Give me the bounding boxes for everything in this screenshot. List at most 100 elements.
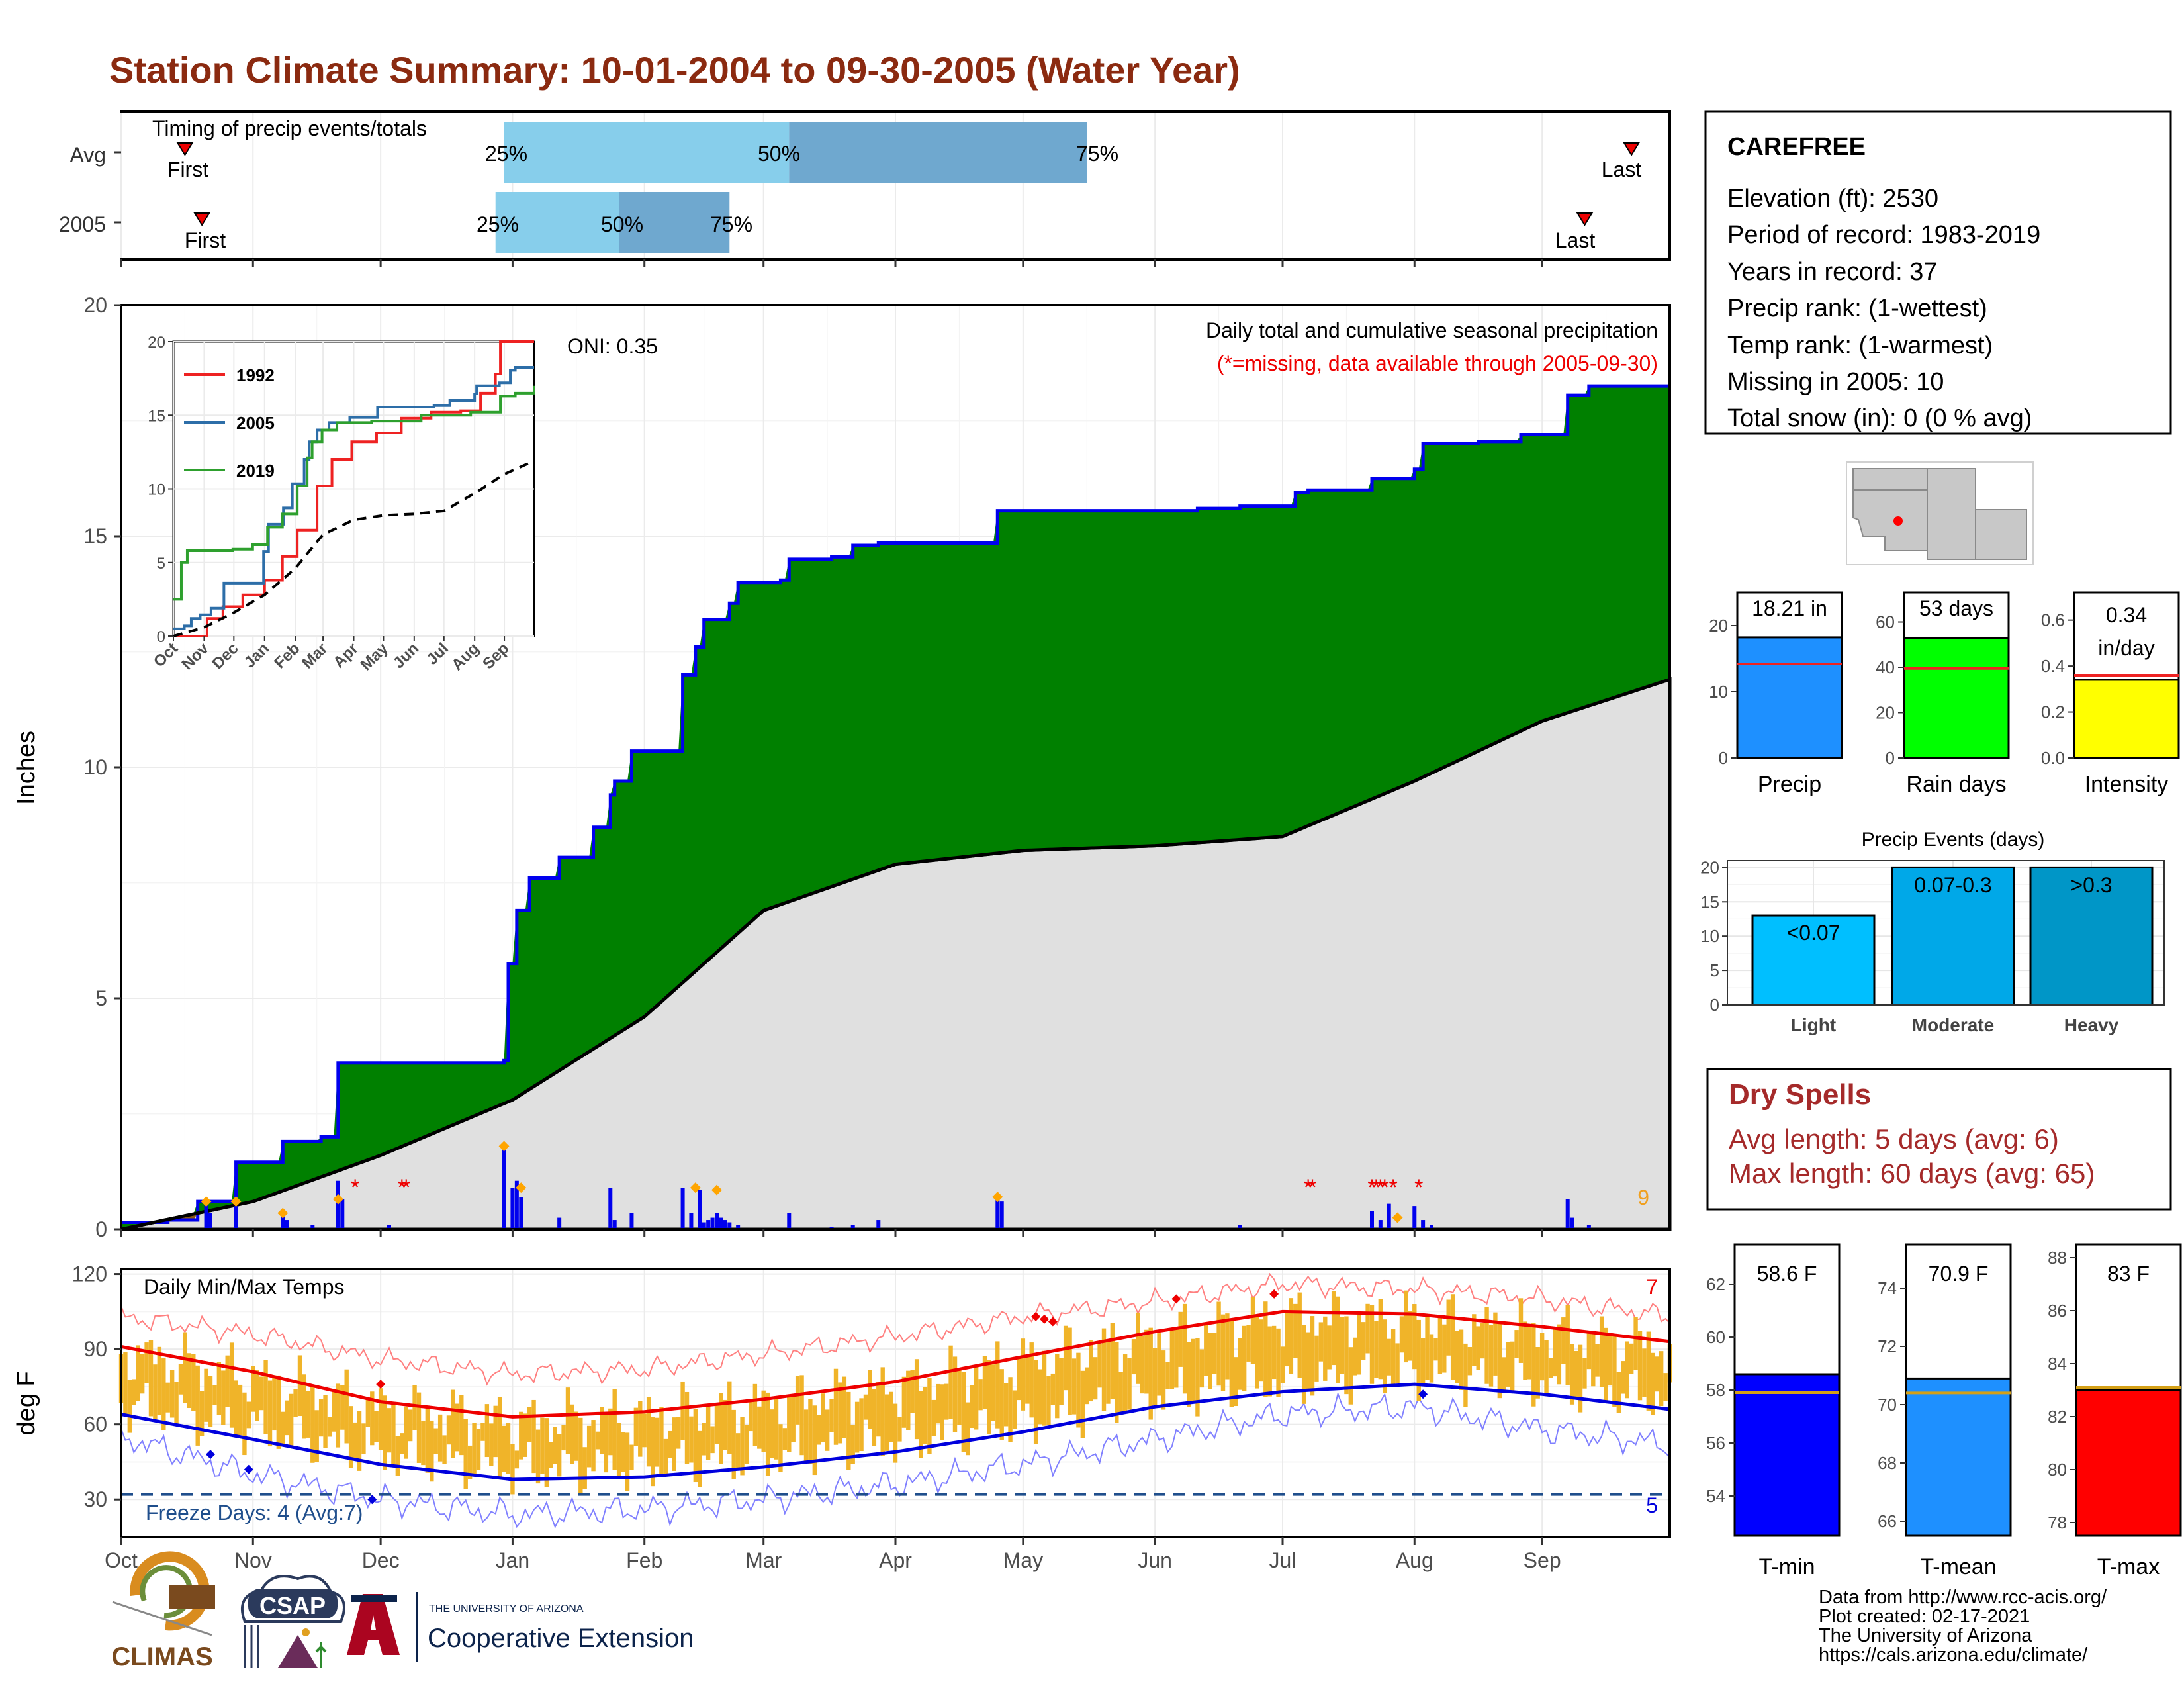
month-tick-label: Oct <box>105 1548 138 1572</box>
tmin-y-tick-label: 58 <box>1706 1380 1725 1400</box>
daily-temp-bar <box>1204 1323 1208 1376</box>
daily-temp-bar <box>1234 1357 1238 1407</box>
hot-day-count: 7 <box>1646 1275 1658 1299</box>
daily-temp-bar <box>1310 1316 1315 1396</box>
daily-temp-bar <box>1608 1333 1613 1386</box>
tmax-y-tick-label: 80 <box>2048 1460 2067 1479</box>
daily-temp-bar <box>710 1426 715 1454</box>
intensity-total-y-tick-label: 0.6 <box>2041 610 2065 630</box>
daily-temp-bar <box>310 1385 315 1463</box>
daily-temp-bar <box>668 1430 672 1458</box>
precip-y-tick-label: 0 <box>95 1217 107 1241</box>
daily-temp-bar <box>693 1409 698 1483</box>
daily-temp-bar <box>204 1368 208 1422</box>
daily-temp-bar <box>1225 1313 1230 1380</box>
temperature-panel: 30 60 90 120 Oct Nov Dec Jan Feb Mar Apr May Jun Jul… <box>13 1229 1672 1572</box>
daily-temp-bar <box>361 1423 366 1454</box>
daily-temp-bar <box>1578 1344 1583 1413</box>
daily-temp-bar <box>1344 1316 1349 1395</box>
event-bar-heavy <box>2029 866 2154 1006</box>
daily-temp-bar <box>1651 1352 1655 1415</box>
timing-quartile-bar-50-75 <box>619 192 730 253</box>
avg-last-label: Last <box>1602 158 1642 181</box>
daily-precip-bar <box>787 1213 792 1229</box>
daily-precip-bar <box>736 1225 741 1229</box>
daily-temp-bar <box>578 1417 583 1493</box>
daily-temp-bar <box>719 1393 723 1464</box>
daily-precip-bar <box>706 1220 711 1229</box>
intensity-total-value: 0.34 <box>2106 603 2147 627</box>
daily-precip-bar <box>234 1206 238 1229</box>
daily-temp-bar <box>995 1341 1000 1429</box>
daily-temp-bar <box>702 1423 706 1456</box>
daily-temp-bar <box>974 1367 979 1430</box>
daily-temp-bar <box>557 1434 562 1477</box>
daily-temp-bar <box>549 1442 553 1468</box>
daily-temp-bar <box>1110 1323 1115 1399</box>
daily-temp-bar <box>897 1417 902 1442</box>
daily-temp-bar <box>1008 1377 1013 1442</box>
tmin-y-tick-label: 54 <box>1706 1486 1725 1506</box>
daily-temp-bar <box>1629 1343 1634 1374</box>
daily-temp-bar <box>868 1370 872 1430</box>
daily-temp-bar <box>876 1382 881 1437</box>
daily-temp-bar <box>1059 1358 1064 1405</box>
daily-temp-bar <box>782 1428 788 1450</box>
tmin-bar <box>1733 1373 1841 1537</box>
tmax-label: T-max <box>2097 1554 2160 1579</box>
daily-temp-bar <box>604 1414 609 1473</box>
missing-day-marker: * <box>1414 1175 1423 1200</box>
daily-temp-bar <box>872 1389 877 1446</box>
daily-temp-bar <box>936 1383 940 1424</box>
climas-logo: CLIMAS <box>111 1551 215 1671</box>
daily-temp-bar <box>1267 1326 1272 1397</box>
daily-precip-bar <box>208 1213 212 1229</box>
daily-temp-bar <box>803 1409 809 1462</box>
event-bar-light <box>1751 914 1876 1006</box>
events-y-tick-label: 10 <box>1700 926 1719 946</box>
precip-total-y-tick-label: 10 <box>1709 682 1728 702</box>
missing-day-marker: * <box>1376 1175 1385 1200</box>
inset-series-line-avg <box>173 459 535 637</box>
daily-precip-bar <box>689 1213 694 1229</box>
tmean-value: 70.9 F <box>1929 1262 1989 1286</box>
daily-temp-bar <box>1144 1329 1149 1394</box>
daily-temp-bar <box>1561 1317 1566 1364</box>
timing-panel: Timing of precip events/totals Avg 2005 … <box>59 110 1671 267</box>
daily-temp-bar <box>510 1444 515 1495</box>
daily-temp-bar <box>1472 1314 1477 1366</box>
daily-temp-bar <box>132 1379 136 1405</box>
daily-temp-bar <box>1093 1357 1098 1400</box>
footer-line-4: https://cals.arizona.edu/climate/ <box>1819 1644 2088 1665</box>
daily-temp-bar <box>1276 1328 1281 1397</box>
daily-temp-bar <box>1493 1312 1498 1376</box>
daily-temp-bar <box>242 1392 247 1456</box>
daily-temp-bar <box>281 1411 285 1444</box>
daily-temp-bar <box>698 1430 702 1487</box>
daily-temp-bar <box>1599 1316 1604 1387</box>
event-value-light: <0.07 <box>1787 921 1841 945</box>
daily-temp-bar <box>791 1397 796 1442</box>
inset-y-tick-label: 15 <box>148 407 165 425</box>
daily-temp-bar <box>1506 1342 1510 1387</box>
daily-precip-bar <box>336 1180 340 1229</box>
temp-y-tick-label: 90 <box>83 1337 107 1361</box>
csap-logo-text: CSAP <box>259 1592 326 1619</box>
daily-temp-bar <box>378 1388 383 1450</box>
daily-temp-bar <box>680 1381 685 1440</box>
daily-temp-bar <box>940 1384 944 1440</box>
event-value-moderate: 0.07-0.3 <box>1914 873 1991 897</box>
daily-precip-bar <box>715 1213 719 1229</box>
ua-logo-big-text: Cooperative Extension <box>428 1624 694 1653</box>
tmin-value: 58.6 F <box>1757 1262 1817 1286</box>
daily-temp-bar <box>1140 1336 1145 1394</box>
timing-row-label-year: 2005 <box>59 212 106 236</box>
daily-temp-bar <box>157 1346 162 1415</box>
intensity-total-y-tick-label: 0.4 <box>2041 656 2065 676</box>
daily-temp-bar <box>651 1417 655 1487</box>
tmax-y-tick-label: 78 <box>2048 1513 2067 1532</box>
daily-temp-bar <box>127 1380 132 1433</box>
locator-map <box>1846 461 2034 565</box>
daily-temp-bar <box>621 1432 625 1472</box>
daily-precip-bar <box>204 1201 208 1229</box>
